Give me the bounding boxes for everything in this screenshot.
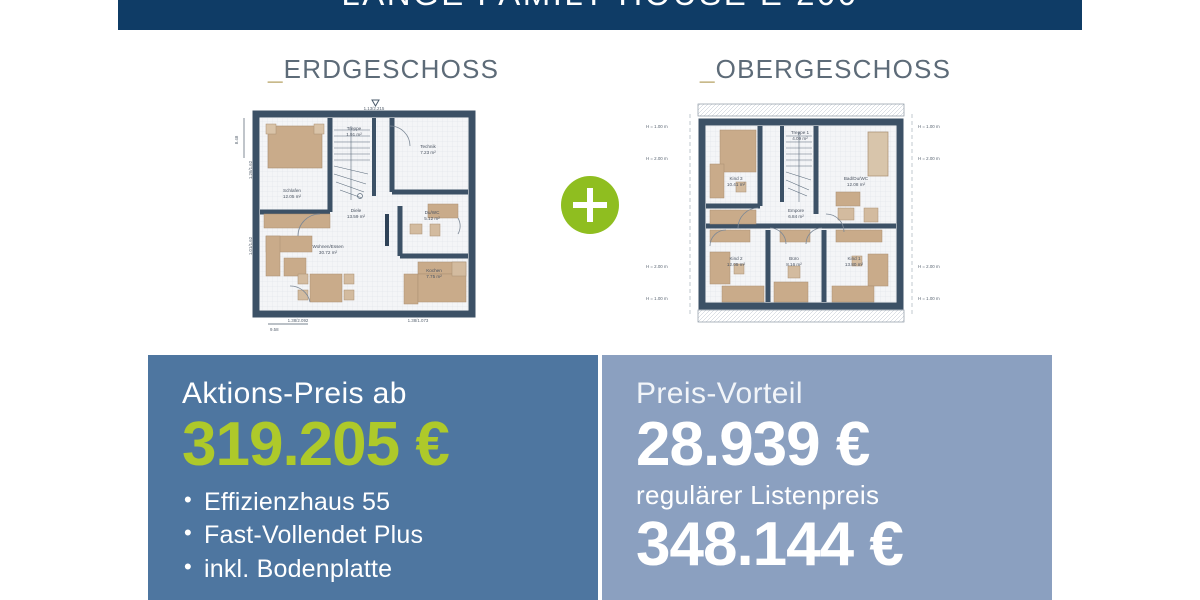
room-label-diele: Diele 13.59 m² bbox=[347, 208, 366, 219]
room-label-treppe-1: Treppe 1 4.09 m² bbox=[791, 130, 810, 141]
room-label-kind-3: Kind 3 10.41 m² bbox=[727, 176, 746, 187]
room-label-kind-1: Kind 1 13.80 m² bbox=[845, 256, 864, 267]
height-mark-left-2: H = 2.00 m bbox=[646, 156, 668, 161]
room-label-buero: Büro 8.16 m² bbox=[786, 256, 802, 267]
price-advantage-amount: 28.939 € bbox=[636, 410, 870, 479]
plus-icon bbox=[561, 176, 619, 234]
feature-list: Effizienzhaus 55 Fast-Vollendet Plus ink… bbox=[182, 485, 598, 586]
height-mark-right-4: H = 1.00 m bbox=[918, 296, 940, 301]
action-price-amount: 319.205 € bbox=[182, 410, 450, 479]
ground-floor-plan[interactable]: Schlafen 12.05 m² Treppe 1.91 m² Technik 7.… bbox=[222, 96, 492, 336]
page-title: LANGE FAMILY HOUSE E 200 bbox=[341, 0, 858, 13]
list-price-label: regulärer Listenpreis bbox=[636, 480, 880, 511]
upper-floor-heading-label: OBERGESCHOSS bbox=[715, 54, 952, 84]
height-mark-right-3: H = 2.00 m bbox=[918, 264, 940, 269]
list-item: Effizienzhaus 55 bbox=[182, 485, 598, 519]
height-mark-left-1: H = 1.00 m bbox=[646, 124, 668, 129]
underscore-accent: _ bbox=[268, 54, 284, 84]
dim-edge-5: 1.01/1.62 bbox=[248, 236, 253, 255]
room-label-kochen: Kochen 7.75 m² bbox=[426, 268, 442, 279]
room-label-du-wc: Du/WC 5.12 m² bbox=[424, 210, 440, 221]
room-label-technik: Technik 7.23 m² bbox=[420, 144, 436, 155]
room-label-kind-2: Kind 2 12.05 m² bbox=[727, 256, 746, 267]
dim-edge-1: 1.13/2.215 bbox=[364, 106, 385, 111]
list-item: Fast-Vollendet Plus bbox=[182, 518, 598, 552]
ground-floor-heading: _ERDGESCHOSS bbox=[268, 54, 499, 85]
room-label-bad-du-wc: Bad/Du/WC 12.08 m² bbox=[844, 176, 869, 187]
height-mark-left-4: H = 1.00 m bbox=[646, 296, 668, 301]
room-label-treppe: Treppe 1.91 m² bbox=[346, 126, 362, 137]
room-label-wohnen-essen: Wohnen/Essen 30.72 m² bbox=[312, 244, 344, 255]
underscore-accent: _ bbox=[700, 54, 716, 84]
list-price-amount: 348.144 € bbox=[636, 510, 904, 580]
upper-floor-plan-svg: Kind 3 10.41 m² Treppe 1 4.09 m² Bad/Du/WC… bbox=[646, 103, 940, 323]
upper-floor-heading: _OBERGESCHOSS bbox=[700, 54, 951, 85]
price-advantage-box: Preis-Vorteil 28.939 € regulärer Listenp… bbox=[602, 355, 1052, 600]
upper-floor-plan[interactable]: Kind 3 10.41 m² Treppe 1 4.09 m² Bad/Du/WC… bbox=[640, 96, 950, 336]
room-label-schlafen: Schlafen 12.05 m² bbox=[283, 188, 302, 199]
dim-edge-4: 1.26/1.62 bbox=[248, 160, 253, 179]
room-label-empore: Empore 6.84 m² bbox=[788, 208, 805, 219]
height-mark-right-1: H = 1.00 m bbox=[918, 124, 940, 129]
height-mark-left-3: H = 2.00 m bbox=[646, 264, 668, 269]
dim-width-ground: 9.58 bbox=[270, 327, 279, 332]
ground-floor-heading-label: ERDGESCHOSS bbox=[283, 54, 500, 84]
dim-edge-2: 1.38/2.092 bbox=[288, 318, 309, 323]
action-price-label: Aktions-Preis ab bbox=[182, 377, 407, 410]
height-mark-right-2: H = 2.00 m bbox=[918, 156, 940, 161]
price-advantage-label: Preis-Vorteil bbox=[636, 377, 803, 410]
action-price-box: Aktions-Preis ab 319.205 € Effizienzhaus… bbox=[148, 355, 598, 600]
dim-edge-3: 1.38/1.073 bbox=[408, 318, 429, 323]
header-bar: LANGE FAMILY HOUSE E 200 bbox=[118, 0, 1082, 30]
dim-height-ground: 8.48 bbox=[234, 135, 239, 144]
ground-floor-plan-svg: Schlafen 12.05 m² Treppe 1.91 m² Technik 7.… bbox=[234, 99, 476, 332]
list-item: inkl. Bodenplatte bbox=[182, 552, 598, 586]
